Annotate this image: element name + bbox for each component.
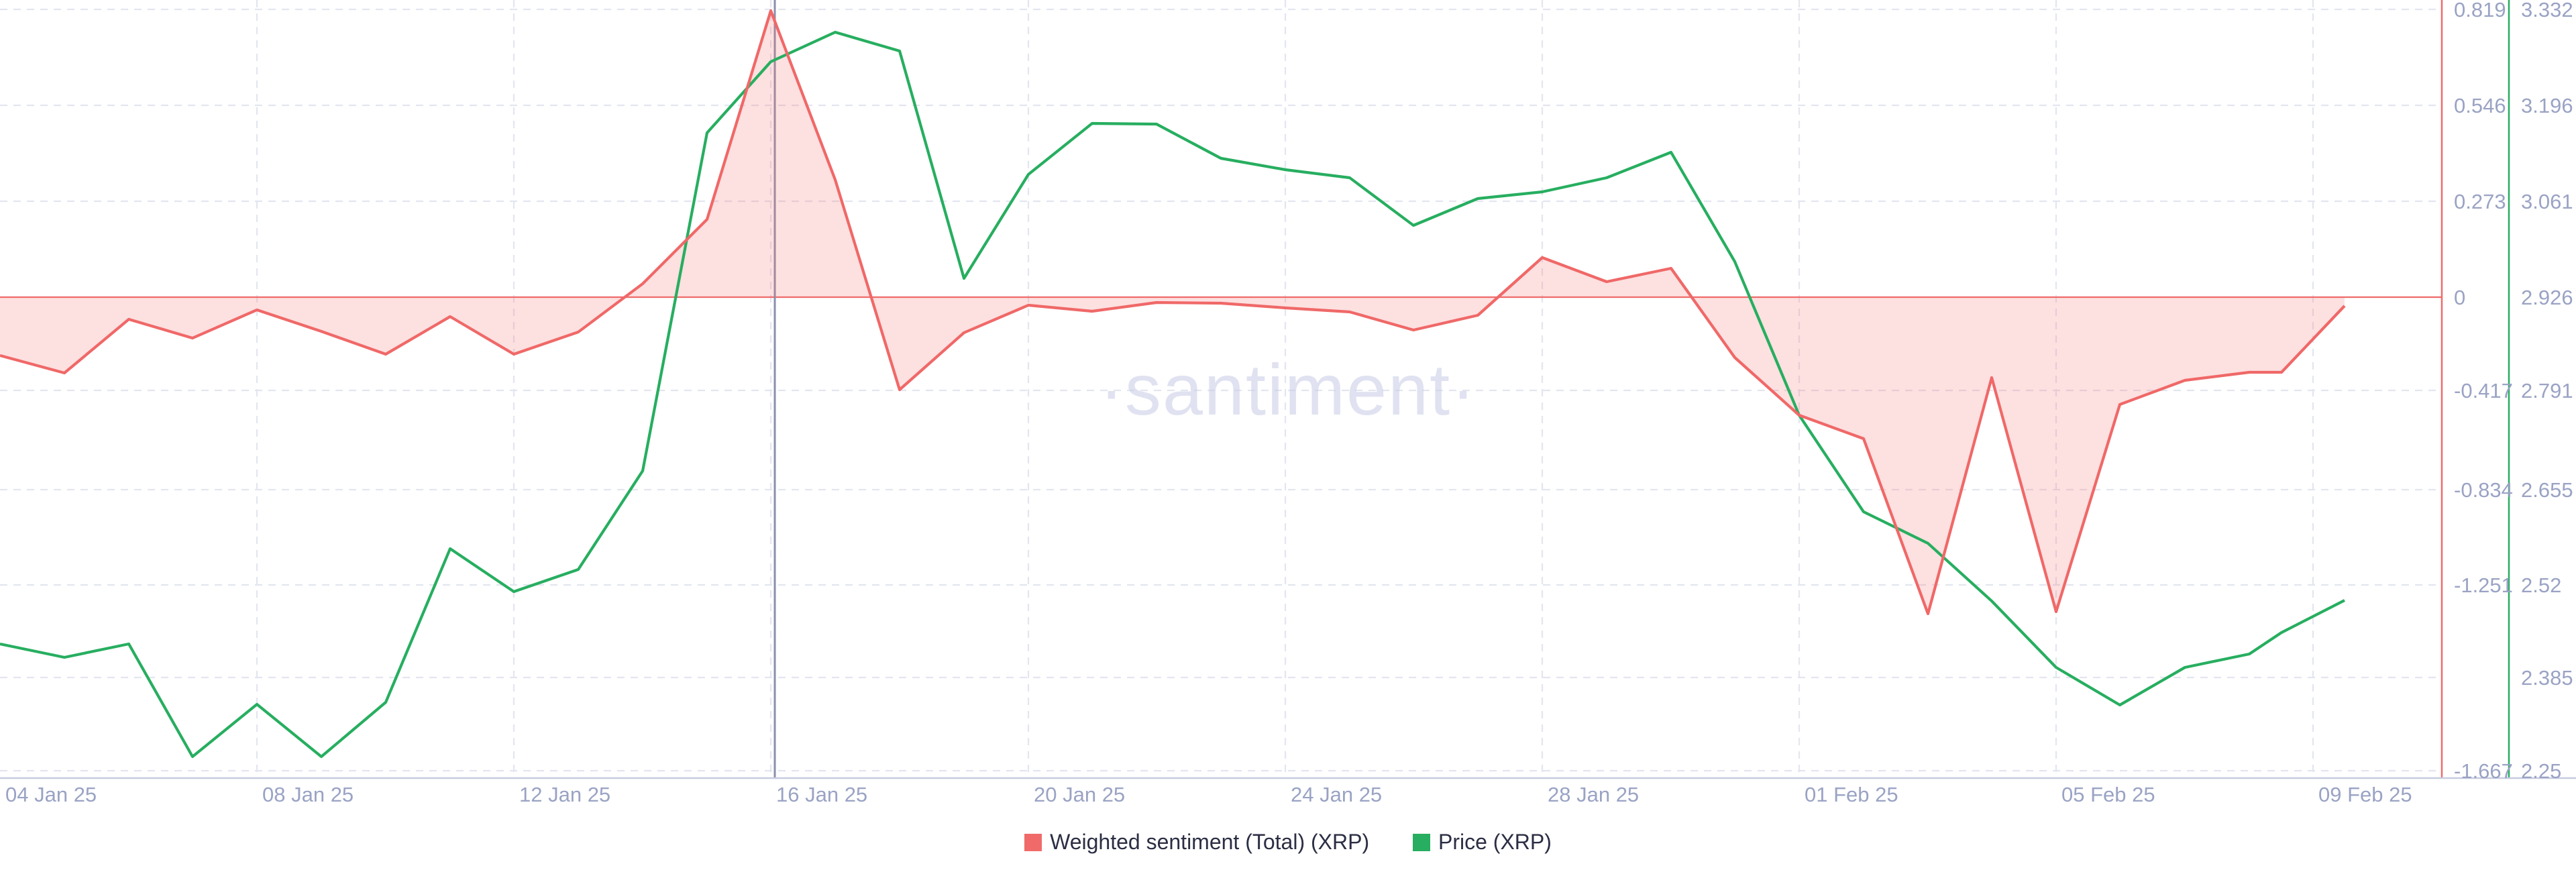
svg-text:20 Jan 25: 20 Jan 25 [1034,783,1125,806]
svg-text:2.926: 2.926 [2521,286,2573,309]
svg-text:-0.834: -0.834 [2454,478,2513,502]
svg-text:24 Jan 25: 24 Jan 25 [1291,783,1382,806]
svg-text:28 Jan 25: 28 Jan 25 [1548,783,1639,806]
svg-text:0: 0 [2454,286,2465,309]
svg-text:3.061: 3.061 [2521,190,2573,213]
svg-text:05 Feb 25: 05 Feb 25 [2061,783,2155,806]
svg-text:2.385: 2.385 [2521,666,2573,690]
svg-text:3.196: 3.196 [2521,94,2573,117]
svg-text:2.52: 2.52 [2521,574,2561,597]
svg-text:0.273: 0.273 [2454,190,2506,213]
svg-text:3.332: 3.332 [2521,0,2573,21]
svg-text:01 Feb 25: 01 Feb 25 [1805,783,1898,806]
svg-text:12 Jan 25: 12 Jan 25 [519,783,610,806]
svg-text:0.546: 0.546 [2454,94,2506,117]
svg-text:2.791: 2.791 [2521,379,2573,402]
svg-text:-1.251: -1.251 [2454,574,2513,597]
svg-text:-1.667: -1.667 [2454,759,2513,783]
svg-text:16 Jan 25: 16 Jan 25 [776,783,867,806]
svg-text:-0.417: -0.417 [2454,379,2513,402]
svg-text:09 Feb 25: 09 Feb 25 [2318,783,2412,806]
svg-text:2.25: 2.25 [2521,759,2561,783]
svg-text:0.819: 0.819 [2454,0,2506,21]
svg-text:08 Jan 25: 08 Jan 25 [262,783,354,806]
svg-text:04 Jan 25: 04 Jan 25 [5,783,97,806]
svg-text:2.655: 2.655 [2521,478,2573,502]
